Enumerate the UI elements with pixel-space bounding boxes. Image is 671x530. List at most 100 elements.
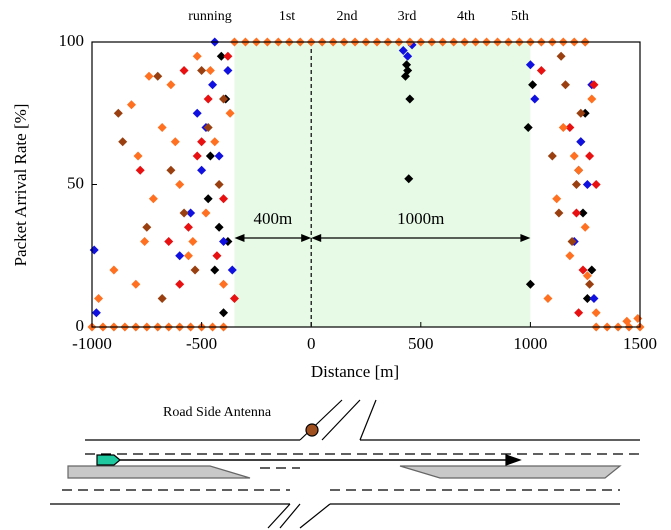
point: [166, 80, 176, 90]
point: [565, 251, 575, 261]
x-tick-label: 1000: [513, 334, 547, 353]
point: [131, 279, 141, 289]
stage-label: 2nd: [337, 9, 358, 24]
point: [525, 279, 535, 289]
point: [227, 265, 237, 275]
cross-road: [321, 399, 361, 441]
y-tick-label: 0: [76, 316, 85, 335]
point: [94, 294, 104, 303]
point: [179, 66, 189, 75]
point: [192, 151, 202, 161]
point: [580, 222, 590, 232]
point: [528, 80, 538, 90]
point: [203, 123, 213, 132]
point: [560, 80, 570, 90]
point: [587, 94, 597, 104]
arrow-head: [520, 234, 531, 242]
point: [148, 194, 158, 204]
point: [219, 279, 229, 289]
point: [113, 108, 123, 118]
point: [576, 108, 586, 118]
point: [140, 237, 150, 246]
point: [91, 308, 101, 318]
point: [578, 208, 588, 218]
cross-road: [279, 503, 301, 529]
point: [157, 123, 167, 132]
point: [210, 137, 220, 147]
point: [126, 100, 136, 110]
point: [543, 294, 553, 303]
point: [89, 245, 99, 255]
point: [565, 123, 575, 132]
point: [192, 51, 202, 61]
point: [179, 208, 189, 218]
point: [398, 46, 408, 56]
stage-label: running: [188, 9, 232, 24]
point: [183, 251, 193, 261]
point: [216, 51, 226, 61]
x-tick-label: 500: [408, 334, 434, 353]
point: [554, 208, 564, 218]
point: [591, 180, 601, 189]
point: [192, 108, 202, 118]
point: [552, 194, 562, 204]
arrow-head: [234, 234, 245, 242]
point: [197, 165, 207, 175]
point: [214, 222, 224, 232]
point: [133, 151, 143, 161]
x-axis-title: Distance [m]: [311, 362, 399, 381]
stage-label: 4th: [457, 9, 475, 24]
point: [567, 237, 577, 246]
y-tick-label: 50: [67, 173, 84, 192]
point: [212, 251, 222, 261]
cross-road: [359, 399, 377, 441]
point: [205, 151, 215, 161]
y-tick-label: 100: [59, 31, 85, 50]
point: [186, 208, 196, 218]
point: [201, 208, 211, 218]
stage-label: 5th: [511, 9, 529, 24]
point: [589, 294, 599, 303]
point: [188, 237, 198, 246]
y-axis-title: Packet Arrival Rate [%]: [11, 104, 30, 267]
dimension-label: 1000m: [397, 209, 444, 228]
point: [574, 165, 584, 175]
point: [118, 137, 128, 147]
point: [170, 137, 180, 147]
antenna-label: Road Side Antenna: [163, 405, 272, 420]
x-tick-label: -500: [186, 334, 217, 353]
plot: [87, 37, 645, 332]
point: [205, 66, 215, 75]
x-tick-label: 0: [307, 334, 316, 353]
point: [197, 66, 207, 75]
road-diagram: [50, 399, 640, 529]
point: [569, 151, 579, 161]
point: [214, 151, 224, 161]
point: [571, 208, 581, 218]
point: [208, 80, 218, 90]
point: [183, 222, 193, 232]
point: [219, 237, 229, 246]
cross-road: [267, 503, 291, 529]
point: [223, 66, 233, 75]
point: [203, 94, 213, 104]
point: [405, 94, 415, 104]
point: [404, 174, 414, 184]
point: [144, 71, 154, 81]
point: [582, 271, 592, 281]
point: [219, 194, 229, 204]
point: [582, 294, 592, 303]
point: [402, 60, 412, 70]
point: [536, 66, 546, 75]
point: [556, 51, 566, 61]
point: [166, 165, 176, 175]
point: [547, 151, 557, 161]
dimension-label: 400m: [253, 209, 292, 228]
point: [203, 194, 213, 204]
stage-label: 3rd: [398, 9, 417, 24]
point: [135, 165, 145, 175]
point: [591, 308, 601, 318]
point: [578, 265, 588, 275]
point: [403, 51, 413, 61]
